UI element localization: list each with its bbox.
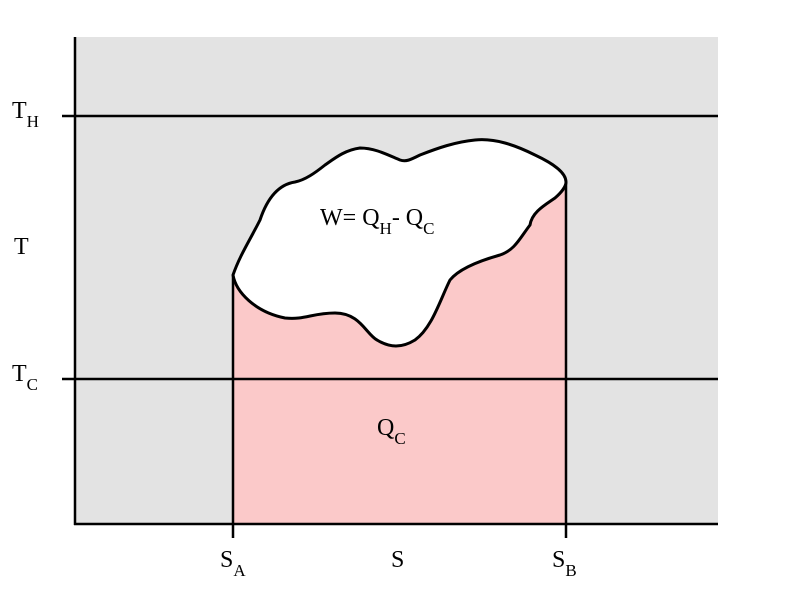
work-label: W= QH- QC <box>320 205 434 238</box>
t-axis-label: T <box>14 234 29 260</box>
qc-region <box>233 182 566 524</box>
s-b-label: SB <box>552 547 577 580</box>
t-cold-label: TC <box>12 361 38 394</box>
qc-label: QC <box>377 415 406 448</box>
s-a-label: SA <box>220 547 246 580</box>
s-axis-label: S <box>391 547 404 573</box>
t-hot-label: TH <box>12 98 39 131</box>
